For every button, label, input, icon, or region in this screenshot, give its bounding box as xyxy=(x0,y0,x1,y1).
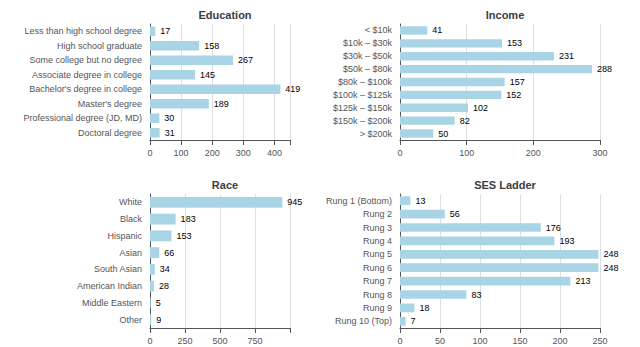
svg-text:American Indian: American Indian xyxy=(77,281,142,291)
svg-text:41: 41 xyxy=(432,25,442,35)
svg-text:158: 158 xyxy=(204,41,219,51)
svg-text:Middle Eastern: Middle Eastern xyxy=(82,298,142,308)
svg-text:Black: Black xyxy=(120,214,143,224)
svg-text:$50k – $80k: $50k – $80k xyxy=(343,64,393,74)
svg-text:Race: Race xyxy=(212,179,238,191)
svg-text:White: White xyxy=(119,197,142,207)
svg-text:288: 288 xyxy=(597,64,612,74)
svg-text:100: 100 xyxy=(459,148,474,158)
svg-text:183: 183 xyxy=(181,214,196,224)
svg-text:153: 153 xyxy=(176,231,191,241)
svg-text:Hispanic: Hispanic xyxy=(107,231,142,241)
svg-text:> $200k: > $200k xyxy=(360,129,393,139)
svg-text:0: 0 xyxy=(147,148,152,158)
svg-text:Rung 5: Rung 5 xyxy=(363,249,392,259)
svg-text:945: 945 xyxy=(287,197,302,207)
svg-text:150: 150 xyxy=(512,336,527,346)
svg-text:200: 200 xyxy=(526,148,541,158)
svg-text:300: 300 xyxy=(592,148,607,158)
svg-text:31: 31 xyxy=(165,128,175,138)
svg-text:248: 248 xyxy=(603,249,618,259)
svg-text:189: 189 xyxy=(214,99,229,109)
svg-text:Rung 8: Rung 8 xyxy=(363,290,392,300)
svg-text:SES Ladder: SES Ladder xyxy=(474,179,536,191)
svg-text:$125k – $150k: $125k – $150k xyxy=(333,103,393,113)
svg-text:250: 250 xyxy=(592,336,607,346)
svg-text:750: 750 xyxy=(247,336,262,346)
svg-text:500: 500 xyxy=(212,336,227,346)
svg-text:66: 66 xyxy=(164,248,174,258)
svg-text:100: 100 xyxy=(472,336,487,346)
svg-text:Other: Other xyxy=(119,315,142,325)
svg-text:$10k – $30k: $10k – $30k xyxy=(343,38,393,48)
svg-text:Professional degree (JD, MD): Professional degree (JD, MD) xyxy=(23,113,142,123)
svg-text:Asian: Asian xyxy=(119,248,142,258)
svg-text:Associate degree in college: Associate degree in college xyxy=(32,70,142,80)
svg-text:Less than high school degree: Less than high school degree xyxy=(24,26,142,36)
svg-text:$100k – $125k: $100k – $125k xyxy=(333,90,393,100)
svg-text:< $10k: < $10k xyxy=(365,25,393,35)
svg-text:193: 193 xyxy=(559,236,574,246)
svg-text:83: 83 xyxy=(471,290,481,300)
svg-text:102: 102 xyxy=(473,103,488,113)
svg-text:Education: Education xyxy=(198,9,251,21)
svg-text:$30k – $50k: $30k – $50k xyxy=(343,51,393,61)
svg-text:7: 7 xyxy=(411,316,416,326)
svg-text:145: 145 xyxy=(200,70,215,80)
svg-text:56: 56 xyxy=(450,209,460,219)
svg-text:34: 34 xyxy=(160,264,170,274)
svg-text:0: 0 xyxy=(397,336,402,346)
svg-text:250: 250 xyxy=(177,336,192,346)
svg-text:0: 0 xyxy=(397,148,402,158)
svg-text:Bachelor's degree in college: Bachelor's degree in college xyxy=(29,84,142,94)
svg-text:28: 28 xyxy=(159,281,169,291)
svg-text:100: 100 xyxy=(174,148,189,158)
svg-text:17: 17 xyxy=(160,26,170,36)
svg-text:213: 213 xyxy=(575,276,590,286)
svg-text:Master's degree: Master's degree xyxy=(78,99,142,109)
svg-text:248: 248 xyxy=(603,263,618,273)
svg-text:200: 200 xyxy=(552,336,567,346)
svg-text:Rung 9: Rung 9 xyxy=(363,303,392,313)
svg-text:Some college but no degree: Some college but no degree xyxy=(29,55,142,65)
svg-text:Rung 10 (Top): Rung 10 (Top) xyxy=(335,316,392,326)
svg-text:176: 176 xyxy=(546,223,561,233)
svg-text:419: 419 xyxy=(285,84,300,94)
svg-text:157: 157 xyxy=(510,77,525,87)
svg-text:Rung 7: Rung 7 xyxy=(363,276,392,286)
svg-text:Doctoral degree: Doctoral degree xyxy=(78,128,142,138)
svg-text:Rung 4: Rung 4 xyxy=(363,236,392,246)
svg-text:18: 18 xyxy=(419,303,429,313)
svg-text:9: 9 xyxy=(156,315,161,325)
svg-text:5: 5 xyxy=(156,298,161,308)
svg-text:Rung 2: Rung 2 xyxy=(363,209,392,219)
svg-text:50: 50 xyxy=(438,129,448,139)
svg-text:Rung 1 (Bottom): Rung 1 (Bottom) xyxy=(326,196,392,206)
svg-text:231: 231 xyxy=(559,51,574,61)
svg-text:400: 400 xyxy=(267,148,282,158)
svg-text:50: 50 xyxy=(435,336,445,346)
svg-text:200: 200 xyxy=(205,148,220,158)
svg-text:82: 82 xyxy=(460,116,470,126)
svg-text:30: 30 xyxy=(164,113,174,123)
svg-text:Rung 3: Rung 3 xyxy=(363,223,392,233)
svg-text:South Asian: South Asian xyxy=(94,264,142,274)
svg-text:High school graduate: High school graduate xyxy=(57,41,142,51)
svg-text:152: 152 xyxy=(506,90,521,100)
svg-text:Income: Income xyxy=(486,9,525,21)
svg-text:$80k – $100k: $80k – $100k xyxy=(338,77,393,87)
svg-text:267: 267 xyxy=(238,55,253,65)
svg-text:13: 13 xyxy=(415,196,425,206)
svg-text:Rung 6: Rung 6 xyxy=(363,263,392,273)
svg-text:0: 0 xyxy=(147,336,152,346)
svg-text:300: 300 xyxy=(236,148,251,158)
svg-text:153: 153 xyxy=(507,38,522,48)
svg-text:$150k – $200k: $150k – $200k xyxy=(333,116,393,126)
